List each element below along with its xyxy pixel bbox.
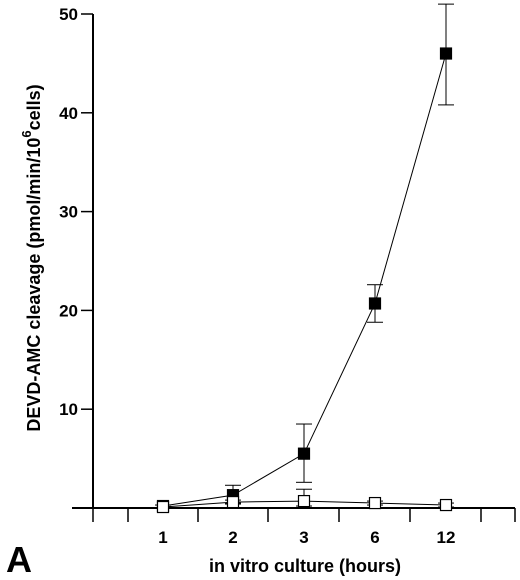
x-tick-label: 6: [370, 528, 379, 547]
y-tick-label: 20: [59, 301, 78, 320]
data-point-marker: [156, 500, 170, 514]
x-tick-label: 2: [228, 528, 237, 547]
axes: [72, 14, 515, 509]
x-tick-label: 3: [299, 528, 308, 547]
x-ticks: 1 2 3 6 12: [92, 508, 516, 547]
series-2: [156, 488, 454, 514]
x-axis-title: in vitro culture (hours): [209, 556, 401, 576]
data-point-marker: [226, 495, 240, 509]
series-1: [155, 3, 454, 513]
y-axis-title-main: DEVD-AMC cleavage (pmol/min/10: [24, 138, 44, 432]
y-axis-title-superscript: 6: [19, 130, 34, 137]
data-point-marker: [297, 447, 311, 460]
y-tick-label: 40: [59, 104, 78, 123]
y-axis-title: DEVD-AMC cleavage (pmol/min/106cells): [19, 84, 44, 431]
x-tick-label: 1: [158, 528, 167, 547]
data-point-marker: [439, 47, 453, 60]
x-tick-label: 12: [437, 528, 456, 547]
y-tick-label: 50: [59, 5, 78, 24]
data-point-marker: [439, 498, 453, 512]
series-group: [155, 3, 454, 514]
y-tick-label: 10: [59, 400, 78, 419]
y-axis-title-tail: cells): [24, 84, 44, 130]
y-ticks: 10 20 30 40 50: [59, 5, 93, 509]
panel-label: A: [6, 539, 32, 580]
data-point-marker: [368, 297, 382, 310]
data-point-marker: [297, 494, 311, 508]
data-point-marker: [368, 496, 382, 510]
y-tick-label: 30: [59, 203, 78, 222]
